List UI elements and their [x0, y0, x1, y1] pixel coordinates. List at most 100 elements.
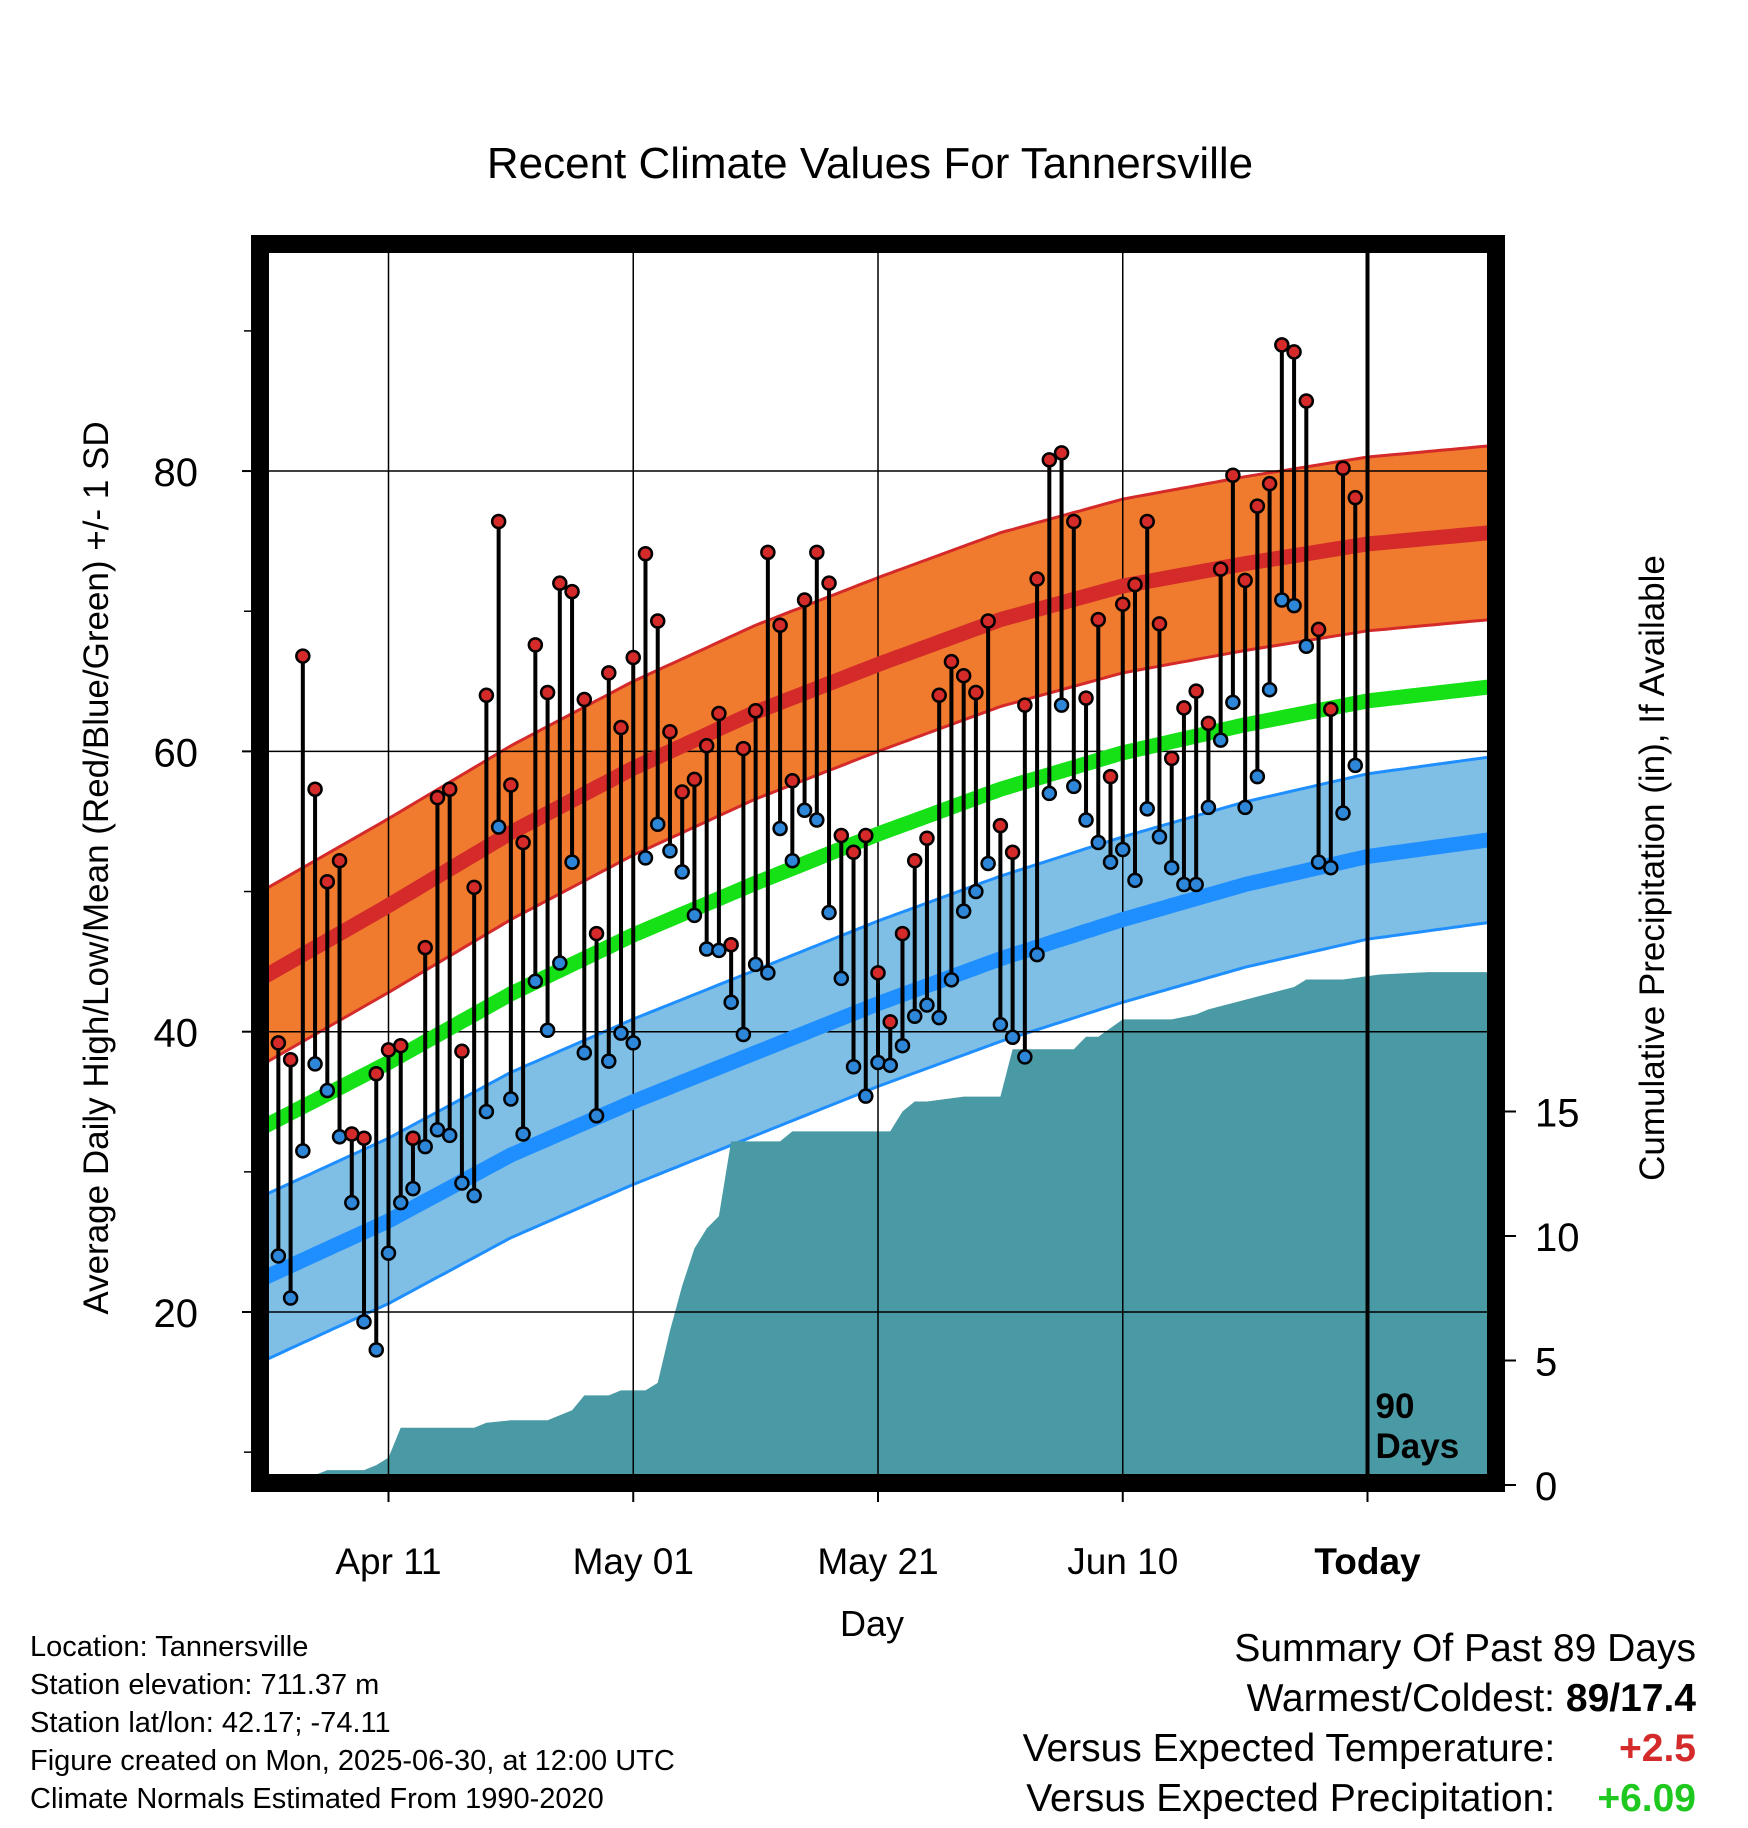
high-point — [270, 1035, 287, 1051]
low-point — [1212, 732, 1229, 748]
high-point — [282, 1051, 299, 1068]
y2-tick-label: 5 — [1535, 1341, 1557, 1385]
high-point — [674, 784, 690, 800]
low-point — [1163, 859, 1180, 876]
today-label-days: Days — [1376, 1427, 1460, 1466]
high-point — [637, 546, 654, 562]
y2-axis-label: Cumulative Precipitation (in), If Availa… — [1633, 555, 1672, 1181]
elevation-text: Station elevation: 711.37 m — [30, 1669, 380, 1701]
low-point — [698, 941, 715, 957]
low-point — [894, 1037, 911, 1054]
high-point — [980, 613, 996, 629]
low-point — [1041, 785, 1058, 802]
high-point — [515, 834, 531, 851]
summary-heading: Summary Of Past 89 Days — [1234, 1627, 1696, 1670]
high-point — [649, 613, 666, 629]
low-point — [760, 965, 776, 981]
high-point — [319, 873, 336, 890]
high-point — [955, 667, 972, 684]
summary-precip-row: Versus Expected Precipitation: +6.09 — [1023, 1774, 1696, 1824]
low-point — [796, 802, 813, 818]
high-point — [1347, 489, 1364, 506]
low-point — [833, 970, 850, 987]
warmest-label: Warmest/Coldest: — [1246, 1677, 1556, 1720]
precip-value: +6.09 — [1597, 1777, 1696, 1820]
high-point — [552, 575, 568, 591]
low-point — [1139, 801, 1155, 817]
low-point — [1151, 829, 1168, 845]
high-point — [662, 724, 678, 740]
low-point — [490, 819, 507, 835]
low-point — [1090, 834, 1107, 851]
high-point — [1163, 750, 1180, 767]
low-point — [344, 1194, 360, 1211]
station-info: Location: Tannersville Station elevation… — [30, 1628, 675, 1818]
normals-text: Climate Normals Estimated From 1990-2020 — [30, 1783, 604, 1815]
high-point — [331, 852, 348, 869]
high-point — [1176, 700, 1192, 716]
low-point — [723, 994, 739, 1011]
low-point — [772, 820, 788, 837]
high-point — [992, 817, 1009, 834]
high-point — [1053, 445, 1070, 461]
high-point — [429, 789, 446, 806]
low-point — [588, 1108, 605, 1124]
low-point — [992, 1016, 1009, 1033]
high-point — [625, 649, 641, 666]
high-point — [392, 1037, 409, 1054]
high-point — [601, 665, 617, 681]
high-point — [772, 617, 788, 633]
low-point — [1029, 946, 1045, 963]
high-point — [295, 648, 311, 664]
low-point — [943, 972, 960, 988]
high-point — [1102, 768, 1119, 785]
high-point — [1188, 683, 1204, 699]
high-point — [1323, 701, 1339, 718]
high-point — [1139, 513, 1155, 530]
low-point — [307, 1056, 323, 1072]
high-point — [1004, 844, 1021, 861]
high-point — [931, 687, 947, 704]
low-point — [503, 1091, 519, 1107]
low-point — [637, 850, 654, 866]
high-point — [1237, 572, 1253, 589]
low-point — [906, 1008, 923, 1025]
low-point — [515, 1126, 531, 1142]
warmest-value: 89/17.4 — [1565, 1677, 1696, 1720]
low-point — [882, 1057, 898, 1074]
high-point — [564, 583, 580, 600]
high-point — [1274, 337, 1290, 353]
low-point — [282, 1290, 299, 1306]
high-point — [478, 687, 495, 704]
high-point — [711, 705, 727, 722]
low-point — [1274, 592, 1290, 608]
high-point — [1225, 467, 1241, 484]
y2-tick-label: 15 — [1535, 1092, 1580, 1136]
mean-normal-line — [260, 679, 1496, 1138]
low-point — [319, 1082, 336, 1099]
low-point — [1225, 694, 1241, 711]
high-point — [784, 773, 801, 789]
low-point — [686, 907, 703, 924]
high-point — [833, 827, 850, 844]
precip-area — [305, 972, 1490, 1483]
high-point — [1151, 616, 1168, 632]
low-point — [392, 1194, 409, 1211]
high-point — [845, 844, 862, 861]
low-point — [955, 903, 972, 919]
low-point — [1347, 757, 1364, 774]
low-point — [1261, 681, 1278, 698]
y-tick-label: 40 — [154, 1012, 199, 1056]
high-point — [1127, 576, 1143, 593]
low-point — [674, 864, 690, 880]
high-point — [441, 781, 458, 797]
high-point — [809, 544, 825, 561]
high-point — [882, 1014, 898, 1030]
summary-temp-row: Versus Expected Temperature: +2.5 — [1023, 1724, 1696, 1774]
low-point — [417, 1138, 433, 1155]
high-point — [1261, 475, 1278, 492]
created-text: Figure created on Mon, 2025-06-30, at 12… — [30, 1745, 675, 1777]
high-point — [894, 925, 911, 942]
temp-value: +2.5 — [1619, 1727, 1696, 1770]
low-point — [564, 854, 580, 870]
